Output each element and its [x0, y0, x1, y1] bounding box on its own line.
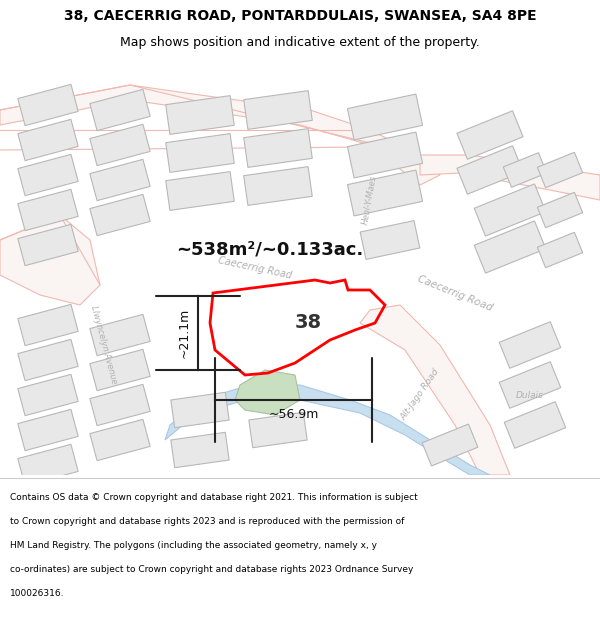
Bar: [90, 384, 150, 426]
Bar: [457, 111, 523, 159]
Bar: [171, 432, 229, 468]
Bar: [18, 339, 78, 381]
Text: Alt-Jago Road: Alt-Jago Road: [399, 368, 441, 423]
Text: ~21.1m: ~21.1m: [178, 308, 191, 358]
Bar: [249, 412, 307, 447]
Bar: [90, 89, 150, 131]
Text: to Crown copyright and database rights 2023 and is reproduced with the permissio: to Crown copyright and database rights 2…: [10, 517, 404, 526]
Bar: [457, 146, 523, 194]
Text: Caecerrig Road: Caecerrig Road: [217, 255, 293, 281]
Bar: [499, 322, 561, 368]
Text: 38, CAECERRIG ROAD, PONTARDDULAIS, SWANSEA, SA4 8PE: 38, CAECERRIG ROAD, PONTARDDULAIS, SWANS…: [64, 9, 536, 24]
Polygon shape: [360, 305, 510, 475]
Text: ~538m²/~0.133ac.: ~538m²/~0.133ac.: [176, 241, 364, 259]
Bar: [90, 124, 150, 166]
Bar: [347, 94, 422, 140]
Bar: [347, 132, 422, 178]
Bar: [503, 152, 547, 188]
Bar: [18, 154, 78, 196]
Text: Heol-Y-Maes: Heol-Y-Maes: [361, 174, 379, 226]
Bar: [538, 192, 583, 228]
Bar: [347, 170, 422, 216]
Bar: [18, 119, 78, 161]
Bar: [18, 374, 78, 416]
Bar: [18, 189, 78, 231]
Text: co-ordinates) are subject to Crown copyright and database rights 2023 Ordnance S: co-ordinates) are subject to Crown copyr…: [10, 565, 413, 574]
Bar: [244, 91, 312, 129]
Bar: [18, 409, 78, 451]
Polygon shape: [0, 85, 440, 185]
Text: ~56.9m: ~56.9m: [268, 408, 319, 421]
Bar: [166, 172, 234, 211]
Polygon shape: [235, 370, 300, 415]
Bar: [360, 221, 420, 259]
Bar: [244, 167, 312, 206]
Text: Contains OS data © Crown copyright and database right 2021. This information is : Contains OS data © Crown copyright and d…: [10, 493, 418, 502]
Bar: [538, 152, 583, 188]
Bar: [90, 159, 150, 201]
Text: Llwyncelyn Avenue: Llwyncelyn Avenue: [89, 305, 119, 385]
Bar: [499, 362, 561, 408]
Polygon shape: [165, 385, 490, 475]
Bar: [90, 314, 150, 356]
Text: Caecerrig Road: Caecerrig Road: [416, 273, 494, 312]
Bar: [18, 224, 78, 266]
Bar: [538, 232, 583, 268]
Polygon shape: [0, 215, 100, 305]
Bar: [166, 134, 234, 172]
Text: Map shows position and indicative extent of the property.: Map shows position and indicative extent…: [120, 36, 480, 49]
Text: Dulais: Dulais: [516, 391, 544, 399]
Text: HM Land Registry. The polygons (including the associated geometry, namely x, y: HM Land Registry. The polygons (includin…: [10, 541, 377, 550]
Bar: [422, 424, 478, 466]
Bar: [171, 392, 229, 428]
Bar: [18, 304, 78, 346]
Text: 100026316.: 100026316.: [10, 589, 65, 598]
Bar: [18, 84, 78, 126]
Polygon shape: [420, 155, 600, 200]
Bar: [166, 96, 234, 134]
Bar: [18, 444, 78, 486]
Bar: [90, 419, 150, 461]
Bar: [90, 194, 150, 236]
Bar: [90, 349, 150, 391]
Bar: [244, 129, 312, 168]
Bar: [474, 184, 546, 236]
Bar: [474, 221, 546, 273]
Text: 38: 38: [295, 314, 322, 332]
Bar: [504, 402, 566, 448]
